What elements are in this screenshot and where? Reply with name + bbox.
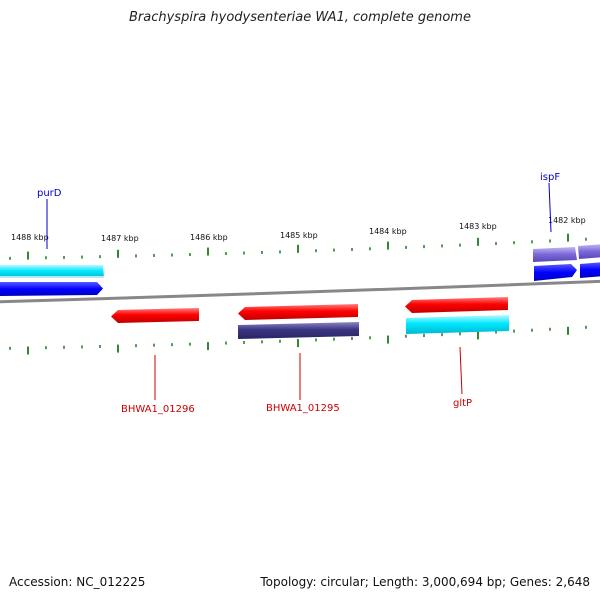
genome-summary-text: Topology: circular; Length: 3,000,694 bp… [260,575,590,589]
scale-label-1487: 1487 kbp [101,234,139,243]
feature-BHWA1_01295-navy[interactable] [238,322,359,339]
leader-gltP [459,346,463,395]
accession-text: Accession: NC_012225 [9,575,146,589]
gene-label-BHWA1_01295[interactable]: BHWA1_01295 [266,403,340,414]
leader-ispF [548,182,552,233]
scale-label-1482: 1482 kbp [548,216,586,225]
feature-purD-cyan[interactable] [0,265,104,278]
feature-BHWA1_01295-red[interactable] [238,304,358,320]
feature-ispF-lavender[interactable] [533,244,600,262]
feature-purD-blue[interactable] [0,282,103,296]
scale-ticks-outer [9,233,587,260]
map-title: Brachyspira hyodysenteriae WA1, complete… [129,10,471,25]
scale-label-1483: 1483 kbp [459,222,497,231]
scale-label-1484: 1484 kbp [369,227,407,236]
scale-label-1488: 1488 kbp [11,233,49,242]
feature-gltP-cyan[interactable] [406,315,509,334]
gene-label-purD[interactable]: purD [37,188,62,199]
gene-label-ispF[interactable]: ispF [540,172,560,183]
gene-label-BHWA1_01296[interactable]: BHWA1_01296 [121,404,195,415]
gene-label-gltP[interactable]: gltP [453,398,472,409]
scale-ticks-inner [9,325,587,355]
feature-ispF-blue[interactable] [534,262,600,281]
scale-label-1486: 1486 kbp [190,233,228,242]
feature-gltP-red[interactable] [405,297,508,313]
scale-label-1485: 1485 kbp [280,231,318,240]
feature-BHWA1_01296-red[interactable] [111,308,199,323]
genome-backbone [0,279,600,304]
